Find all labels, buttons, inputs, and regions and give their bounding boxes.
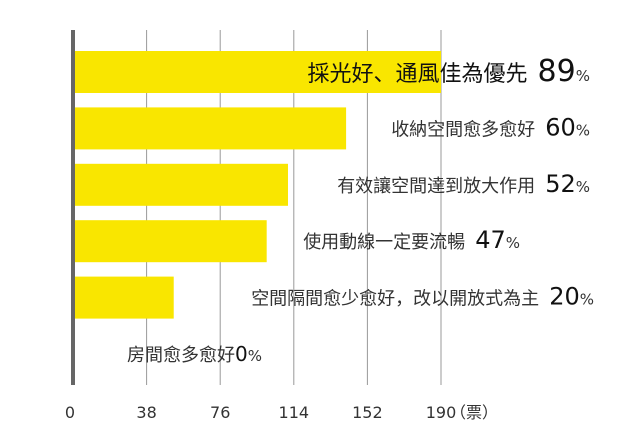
x-tick-label: 190 [426, 403, 457, 422]
category-label: 有效讓空間達到放大作用 [337, 176, 535, 197]
bar-label: 房間愈多愈好0% [127, 342, 262, 366]
category-label: 房間愈多愈好 [127, 345, 235, 366]
bar [73, 220, 267, 263]
x-tick-label: 152 [352, 403, 383, 422]
bar [73, 51, 441, 93]
x-tick-labels: 0 38 76 114 152 190 [65, 403, 456, 422]
bar [73, 107, 347, 150]
percent-value: 47 [475, 226, 506, 254]
bar-label: 使用動線一定要流暢 47% [303, 226, 520, 254]
category-label: 使用動線一定要流暢 [303, 232, 465, 253]
x-tick-label: 38 [136, 403, 156, 422]
percent-sign: % [576, 67, 590, 85]
percent-value: 52 [545, 170, 576, 198]
percent-value: 20 [549, 283, 580, 311]
bar-label: 有效讓空間達到放大作用 52% [337, 170, 590, 198]
bar-label: 收納空間愈多愈好 60% [391, 113, 590, 141]
bar-label: 空間隔間愈少愈好，改以開放式為主 20% [251, 283, 594, 311]
percent-value: 60 [545, 113, 576, 141]
x-unit-label: （票） [450, 403, 498, 422]
percent-sign: % [580, 291, 594, 309]
bar [73, 276, 174, 319]
percent-sign: % [576, 121, 590, 139]
category-label: 空間隔間愈少愈好，改以開放式為主 [251, 289, 539, 310]
percent-value: 89 [538, 54, 576, 89]
percent-sign: % [576, 178, 590, 196]
x-tick-label: 76 [210, 403, 230, 422]
percent-sign: % [506, 234, 520, 252]
percent-value: 0 [235, 342, 248, 366]
x-tick-label: 0 [65, 403, 75, 422]
category-labels: 採光好、通風佳為優先 89%收納空間愈多愈好 60%有效讓空間達到放大作用 52%使用… [127, 54, 594, 366]
category-label: 收納空間愈多愈好 [391, 119, 535, 140]
x-tick-label: 114 [279, 403, 310, 422]
bar-label: 採光好、通風佳為優先 89% [308, 54, 590, 89]
percent-sign: % [248, 347, 262, 365]
category-label: 採光好、通風佳為優先 [308, 62, 528, 87]
bars-group [73, 51, 441, 319]
bar [73, 163, 288, 206]
